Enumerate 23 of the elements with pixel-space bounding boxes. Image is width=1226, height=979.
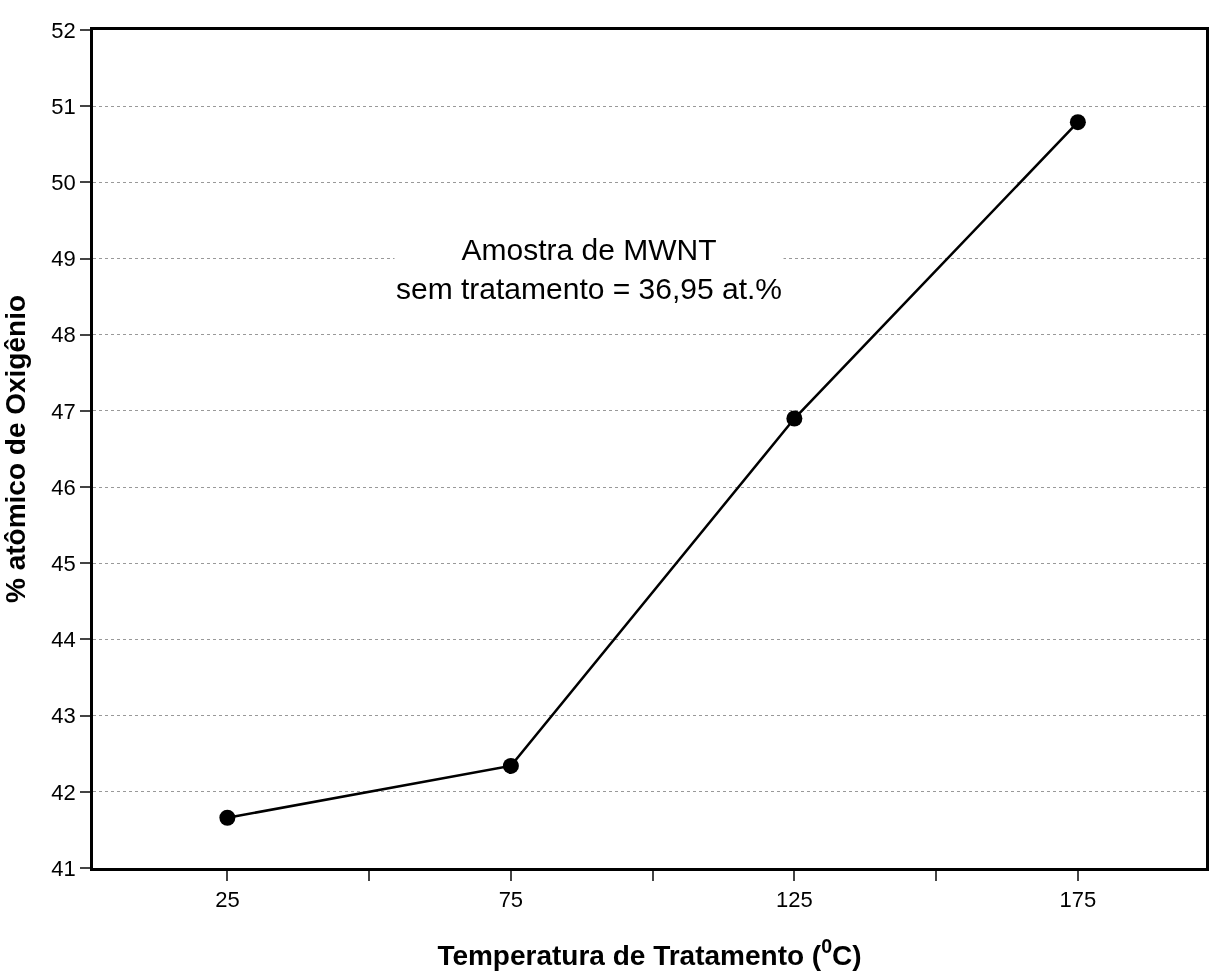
point: [1069, 114, 1086, 131]
y-tick-label: 51: [51, 93, 76, 119]
x-tick-label: 75: [498, 887, 524, 913]
x-tick-label: 25: [215, 887, 240, 913]
y-tick-label: 46: [51, 474, 76, 500]
point: [786, 410, 803, 427]
y-tick-label: 42: [51, 779, 76, 805]
y-tick-label: 52: [51, 17, 76, 43]
x-tick-label: 175: [1059, 887, 1097, 913]
y-axis-title: % atômico de Oxigênio: [0, 294, 31, 604]
y-tick-label: 48: [51, 322, 76, 348]
y-tick-label: 47: [51, 398, 76, 424]
y-tick-label: 44: [51, 627, 76, 653]
point: [219, 809, 236, 826]
annotation: Amostra de MWNT sem tratamento = 36,95 at.%: [396, 233, 783, 305]
x-tick-label: 125: [776, 887, 813, 913]
y-tick-label: 49: [51, 246, 76, 272]
y-tick-label: 50: [51, 170, 76, 196]
point: [502, 757, 519, 774]
x-axis-title: Temperatura de Tratamento ($^{0}$C): [437, 935, 862, 972]
y-tick-label: 43: [51, 703, 76, 729]
y-tick-label: 41: [51, 855, 76, 881]
y-tick-label: 45: [51, 550, 76, 576]
